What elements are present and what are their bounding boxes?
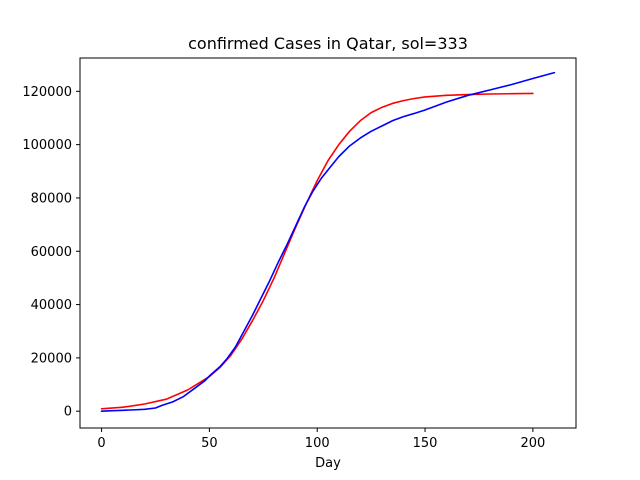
- y-tick-label: 20000: [31, 351, 72, 366]
- x-axis-label: Day: [315, 456, 341, 471]
- x-tick-label: 150: [413, 436, 438, 451]
- y-tick-label: 80000: [31, 191, 72, 206]
- y-tick-label: 60000: [31, 245, 72, 260]
- plot-frame: [79, 57, 577, 429]
- y-tick-label: 120000: [22, 85, 72, 100]
- y-tick-label: 100000: [22, 138, 72, 153]
- x-tick-label: 0: [97, 436, 105, 451]
- series-line-1: [100, 71, 556, 413]
- x-tick-label: 100: [305, 436, 330, 451]
- y-tick-label: 0: [64, 405, 72, 420]
- chart-title: confirmed Cases in Qatar, sol=333: [188, 34, 468, 53]
- y-tick-label: 40000: [31, 298, 72, 313]
- x-tick-label: 200: [520, 436, 545, 451]
- x-tick-label: 50: [201, 436, 218, 451]
- plot-area: [80, 58, 576, 428]
